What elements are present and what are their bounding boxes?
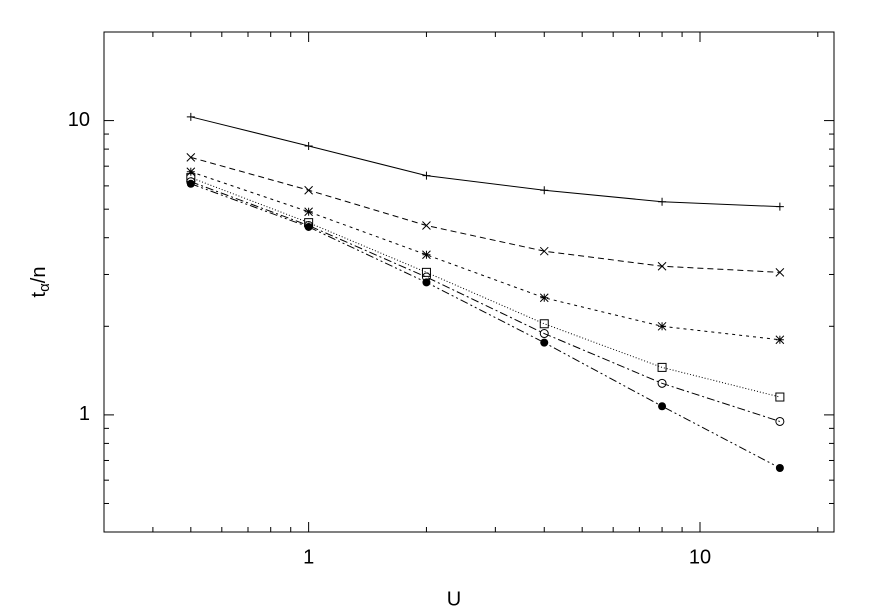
series-line [190,116,780,208]
y-tick-label: 10 [68,109,90,131]
marker [304,222,313,231]
series-line [190,181,781,422]
marker [422,278,431,287]
marker [775,392,785,402]
marker [304,141,313,150]
marker [657,261,667,271]
marker [657,321,667,331]
marker [775,463,784,472]
series-line [190,156,780,273]
marker [657,362,667,372]
marker [540,338,549,347]
series-line [190,177,780,398]
marker [186,153,196,162]
marker [422,250,431,260]
y-axis-label: tα/n [28,267,53,298]
marker [304,185,313,195]
marker [186,112,195,121]
marker [186,167,196,177]
marker [422,171,431,180]
marker [540,186,549,195]
marker [539,329,549,339]
marker [657,378,667,388]
y-tick-label: 1 [79,403,90,425]
marker [775,335,785,345]
marker [539,246,549,256]
marker [422,221,431,230]
y-label-base: t [28,291,50,297]
x-tick-label: 10 [689,546,711,568]
y-label-sub: α [36,283,53,292]
series-line [190,183,781,469]
marker [539,319,549,329]
marker [304,207,313,217]
marker [186,179,195,188]
marker [658,402,667,411]
x-tick-label: 1 [303,546,314,568]
x-axis-label: U [447,588,461,610]
marker [775,416,785,426]
marker [775,202,784,211]
series-line [190,171,780,341]
y-label-rest: /n [28,267,50,284]
plot-frame [103,31,835,533]
marker [539,293,549,303]
marker [775,268,785,277]
marker [658,197,667,206]
marker [421,267,431,277]
